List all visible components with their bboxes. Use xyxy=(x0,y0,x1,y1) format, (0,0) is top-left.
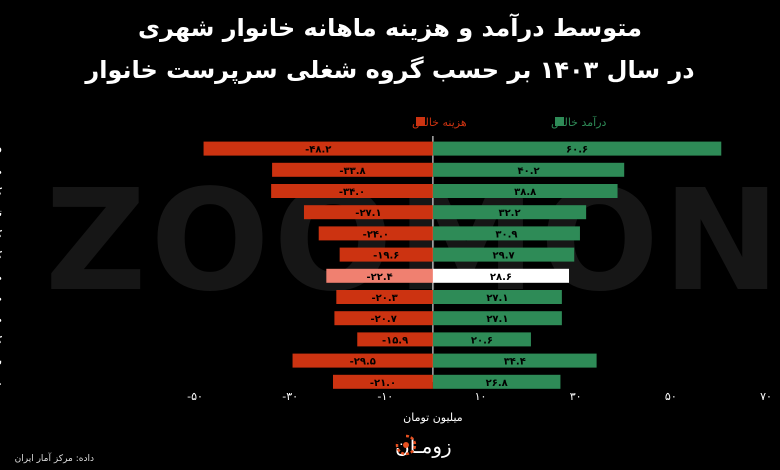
expense-value-label: -۱۹.۶ xyxy=(373,251,399,262)
expense-value-label: -۲۲.۴ xyxy=(366,272,392,283)
category-label: میانگین xyxy=(0,270,2,283)
expense-value-label: -۳۳.۸ xyxy=(339,166,365,177)
expense-value-label: -۱۵.۹ xyxy=(382,335,408,346)
category-label: کارکنان خدماتی و فروشندگان xyxy=(0,227,2,240)
x-tick-label: -۱۰ xyxy=(377,390,393,403)
expense-value-label: -۲۴.۰ xyxy=(363,229,389,240)
expense-value-label: -۳۴.۰ xyxy=(339,187,365,198)
income-value-label: ۲۹.۷ xyxy=(493,251,515,262)
income-value-label: ۲۶.۸ xyxy=(486,378,508,389)
income-value-label: ۳۲.۲ xyxy=(498,208,520,219)
x-axis-label: میلیون تومان xyxy=(403,411,463,424)
expense-bar xyxy=(334,311,433,326)
income-bar xyxy=(432,332,531,347)
income-bar xyxy=(432,290,562,304)
income-bar xyxy=(432,247,575,262)
expense-value-label: -۲۱.۰ xyxy=(370,378,396,389)
category-label: متخصصان (علمی و فنی) xyxy=(0,166,2,177)
source-note: داده: مرکز آمار ایران xyxy=(14,454,94,464)
category-label: سایر و اظهار نشده xyxy=(0,357,2,368)
x-tick-label: ۳۰ xyxy=(570,390,582,403)
x-tick-label: ۱۰ xyxy=(475,390,487,403)
category-label: کارمندان امور اداری و دفتری xyxy=(0,187,2,198)
expense-bar xyxy=(203,141,433,156)
x-tick-label: ۵۰ xyxy=(665,390,677,403)
income-value-label: ۲۸.۶ xyxy=(490,272,512,283)
category-label: قانون‌گذاران، مقامات عالی رتبه و مدیران xyxy=(0,143,2,156)
expense-bar xyxy=(332,374,433,389)
income-value-label: ۳۰.۹ xyxy=(495,229,517,240)
expense-bar xyxy=(336,290,433,304)
category-label: متصدیان ماشین‌آلات و رانندگان وسایل نقلی… xyxy=(0,312,2,325)
category-label: غیر شاغل xyxy=(0,378,2,389)
income-bar xyxy=(432,162,625,177)
x-tick-label: ۷۰ xyxy=(760,390,772,403)
income-bar xyxy=(432,268,570,283)
income-value-label: ۳۸.۸ xyxy=(514,187,536,198)
expense-value-label: -۲۷.۱ xyxy=(355,208,381,219)
income-value-label: ۲۰.۶ xyxy=(471,335,493,346)
expense-bar xyxy=(318,226,433,241)
category-label: صنعتگران و کارکنان مشاغل مربوط xyxy=(0,291,2,304)
x-tick-label: -۳۰ xyxy=(282,390,298,403)
expense-value-label: -۲۹.۵ xyxy=(350,357,376,368)
income-bar xyxy=(432,226,580,241)
income-bar xyxy=(432,205,587,220)
expense-value-label: -۲۰.۳ xyxy=(371,293,397,304)
income-value-label: ۲۷.۱ xyxy=(486,293,508,304)
category-label: کارکنان ماهر کشاورزی، جنگلداری و ماهی‌گی… xyxy=(0,249,2,262)
expense-bar xyxy=(326,268,433,283)
chart-title-line2: در سال ۱۴۰۳ بر حسب گروه شغلی سرپرست خانو… xyxy=(85,56,695,84)
legend-swatch-expense xyxy=(416,117,425,126)
income-bar xyxy=(432,374,561,389)
expense-bar xyxy=(292,353,433,368)
expense-bar xyxy=(303,205,433,220)
income-bar xyxy=(432,141,722,156)
expense-value-label: -۲۰.۷ xyxy=(371,314,397,325)
income-value-label: ۶۰.۶ xyxy=(566,145,588,156)
category-label: تکنسین‌ها و دستیاران xyxy=(0,208,2,219)
expense-bar xyxy=(271,184,433,198)
x-tick-label: -۵۰ xyxy=(187,390,203,403)
income-value-label: ۴۰.۲ xyxy=(518,166,540,177)
legend-swatch-income xyxy=(555,117,564,126)
expense-bar xyxy=(339,247,433,262)
expense-bar xyxy=(272,162,433,177)
income-value-label: ۳۴.۴ xyxy=(504,357,526,368)
income-bar xyxy=(432,311,562,326)
expense-value-label: -۴۸.۲ xyxy=(305,145,331,156)
expense-bar xyxy=(357,332,433,347)
logo-icon xyxy=(395,434,417,456)
income-value-label: ۲۷.۱ xyxy=(486,314,508,325)
income-bar xyxy=(432,184,618,198)
category-label: کارگران ساده xyxy=(0,333,2,346)
legend-label-income: درآمد خالص xyxy=(551,115,607,129)
income-bar xyxy=(432,353,597,368)
chart-title-line1: متوسط درآمد و هزینه ماهانه خانوار شهری xyxy=(138,14,642,42)
legend-label-expense: هزینه خالص xyxy=(412,116,467,129)
logo: زومـان xyxy=(395,434,452,458)
